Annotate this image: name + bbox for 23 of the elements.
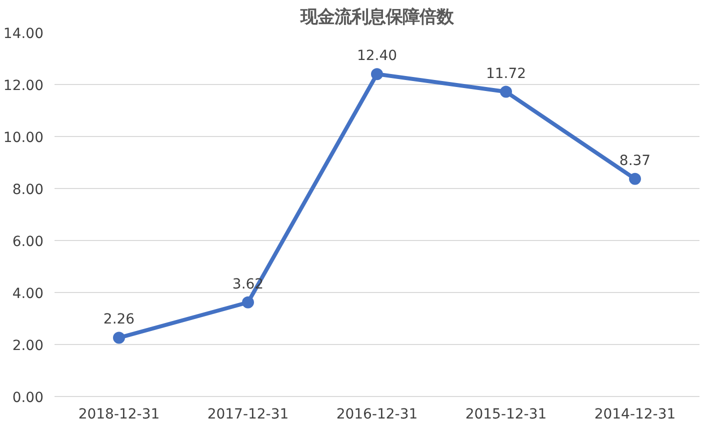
- data-label: 2.26: [103, 312, 135, 328]
- point: [500, 86, 512, 98]
- x-tick-label: 2014-12-31: [594, 406, 676, 421]
- x-tick-label: 2016-12-31: [336, 406, 418, 421]
- x-tick-label: 2017-12-31: [207, 406, 289, 421]
- y-tick-label: 2.00: [12, 338, 44, 354]
- y-tick-label: 14.00: [3, 26, 44, 42]
- y-tick-label: 4.00: [12, 286, 44, 302]
- x-tick-label: 2018-12-31: [78, 406, 160, 421]
- x-tick-label: 2015-12-31: [465, 406, 547, 421]
- y-tick-label: 10.00: [3, 130, 44, 146]
- chart-title: 现金流利息保障倍数: [300, 8, 454, 28]
- data-label: 8.37: [619, 152, 651, 169]
- y-tick-label: 0.00: [12, 390, 44, 406]
- y-tick-label: 6.00: [12, 234, 44, 250]
- y-tick-label: 12.00: [3, 78, 44, 94]
- point: [371, 68, 383, 80]
- data-label: 12.40: [356, 48, 398, 64]
- y-tick-label: 8.00: [12, 182, 44, 198]
- point: [629, 172, 641, 185]
- point: [113, 332, 125, 344]
- point: [242, 296, 254, 308]
- data-label: 11.72: [486, 66, 526, 82]
